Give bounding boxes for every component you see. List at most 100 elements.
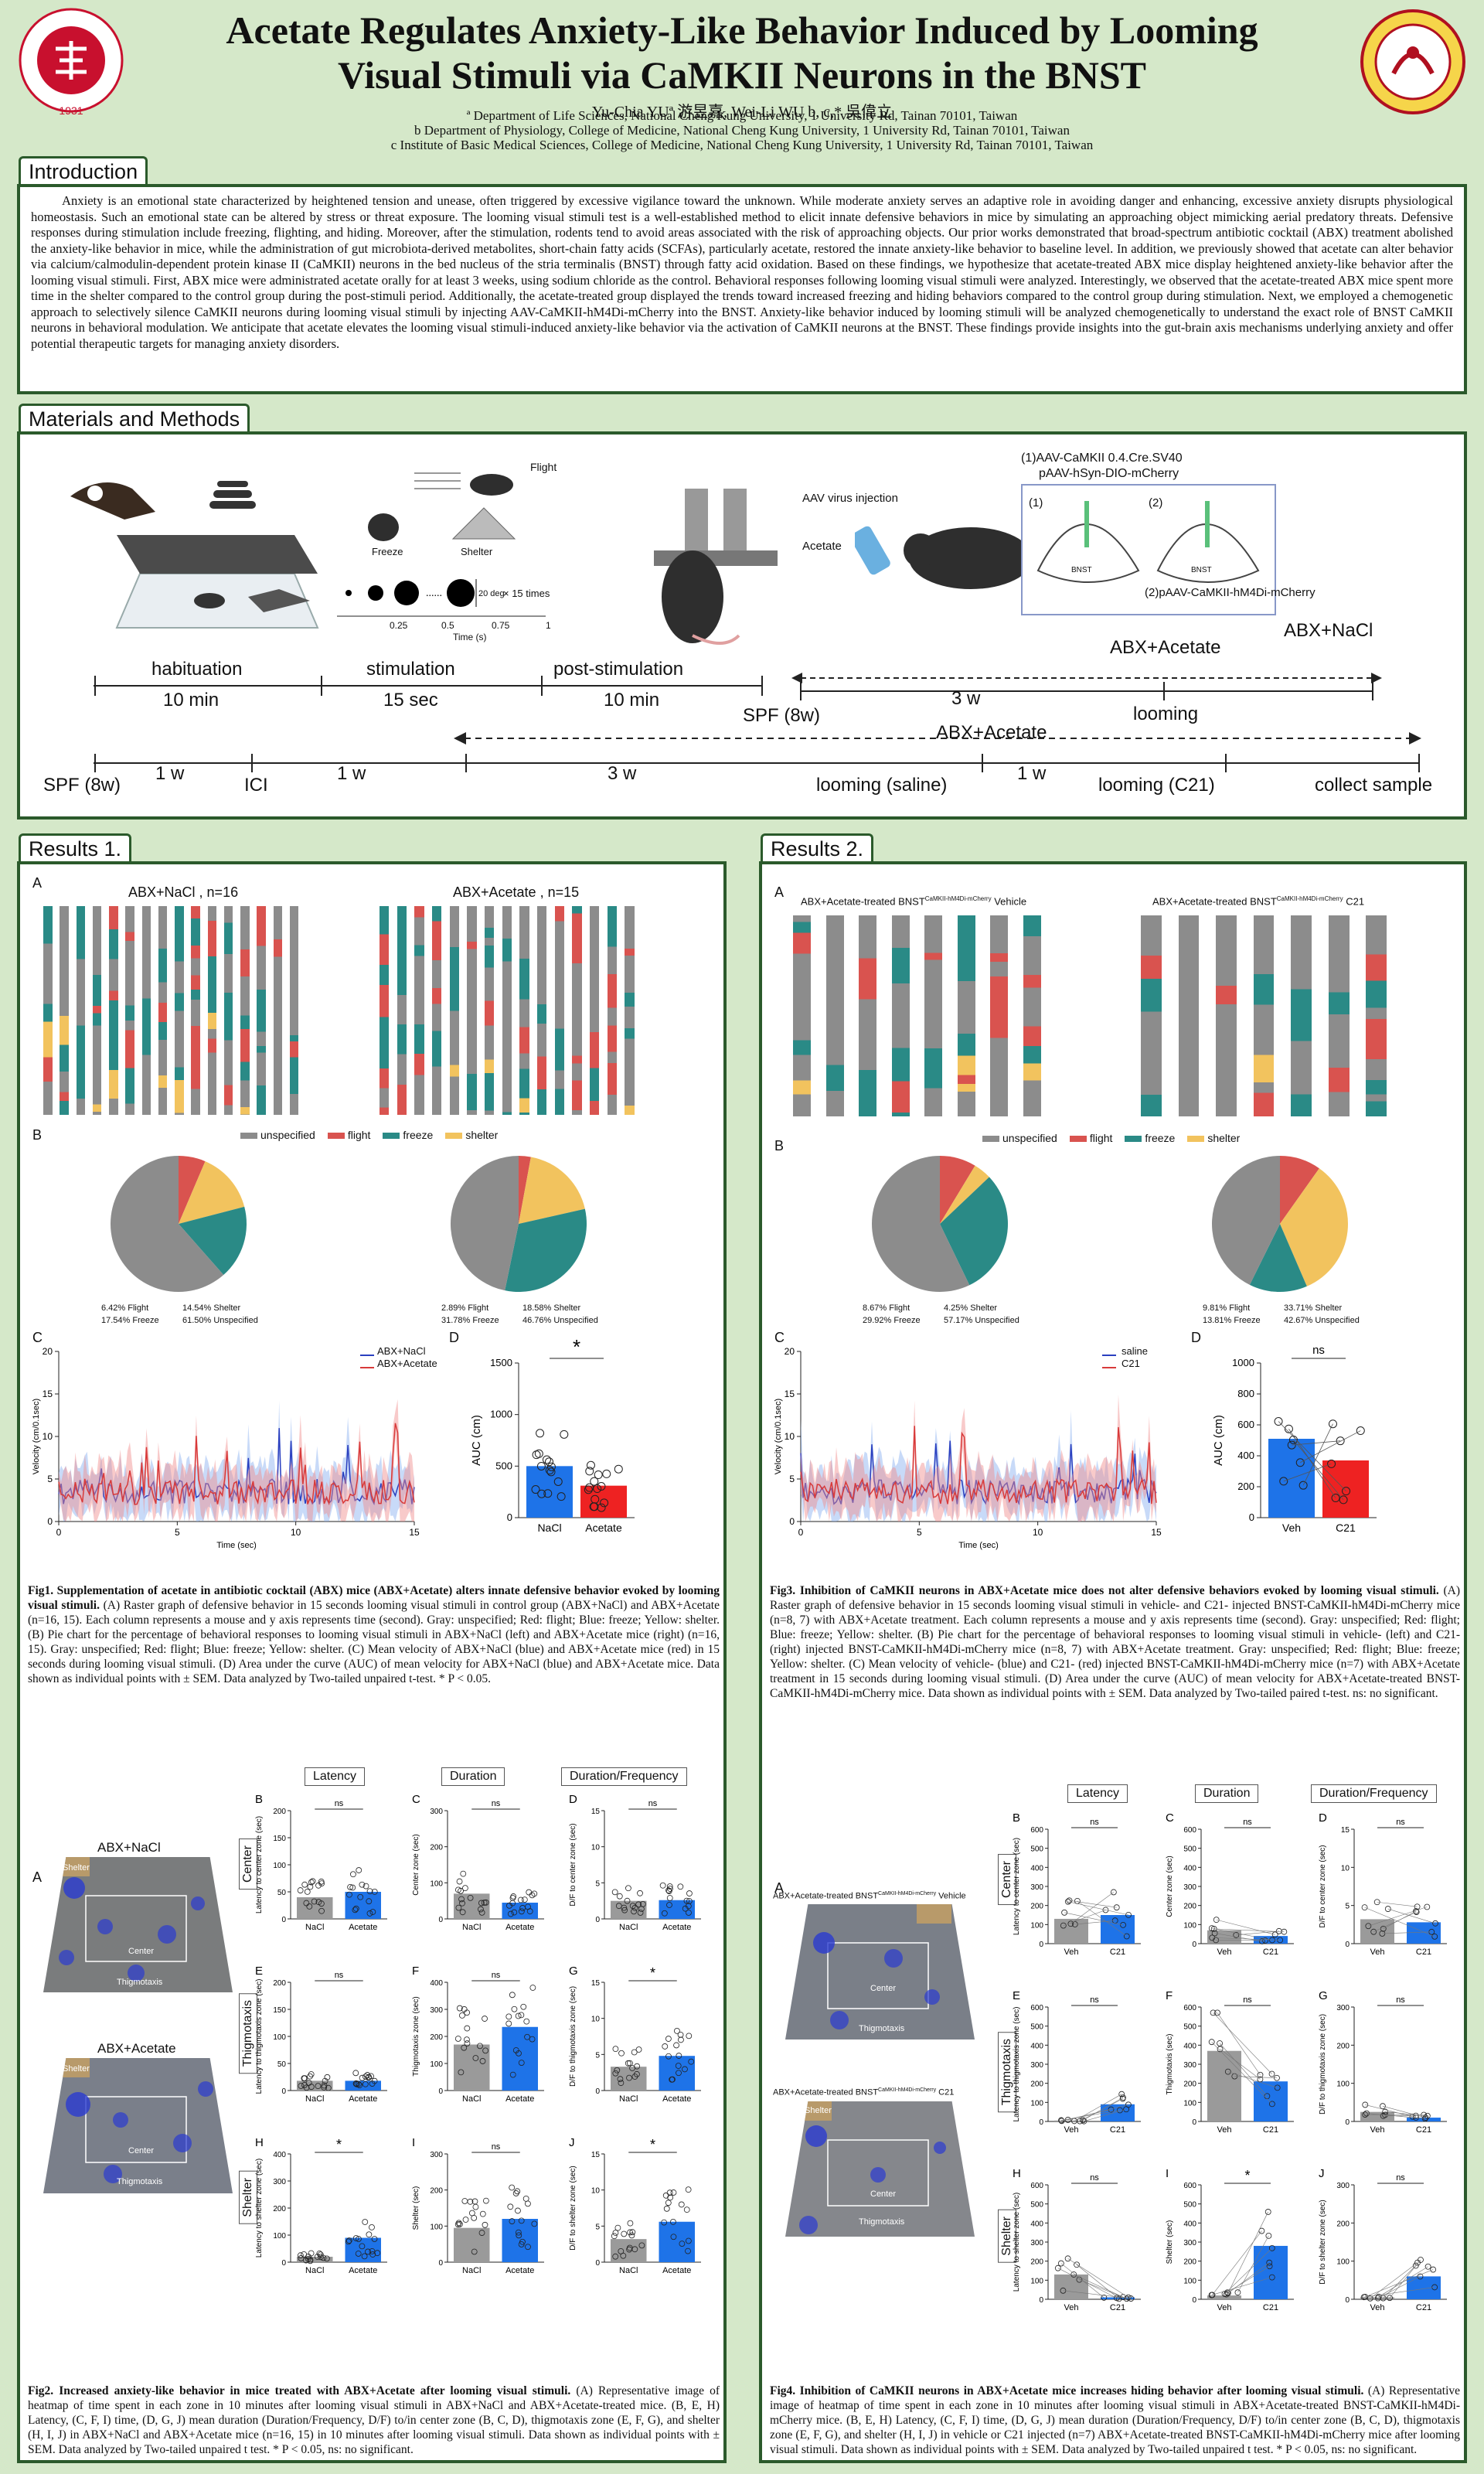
pie-acetate xyxy=(450,1156,587,1292)
data-point xyxy=(666,1895,673,1901)
flight-label: Flight xyxy=(530,461,557,473)
significance-label: * xyxy=(650,1965,655,1981)
vel1-legend2: ABX+Acetate xyxy=(377,1358,437,1369)
significance-label: ns xyxy=(492,1799,501,1808)
data-point xyxy=(634,2070,640,2077)
y-tick-label: 200 xyxy=(1183,2080,1196,2089)
data-point xyxy=(1064,2255,1071,2262)
data-point xyxy=(1266,2263,1273,2270)
pie-slice xyxy=(111,1156,224,1292)
data-point xyxy=(1295,1458,1305,1467)
y-tick-label: 0 xyxy=(595,1916,600,1924)
y-tick-label: 100 xyxy=(273,2033,286,2042)
y-tick-label: 0 xyxy=(789,1516,795,1527)
x-tick-label: C21 xyxy=(1416,2125,1431,2135)
y-tick-label: 0 xyxy=(281,2087,286,2096)
aav-label: AAV virus injection xyxy=(802,492,898,505)
data-point xyxy=(638,1906,645,1913)
fig4-col-latency: Latency xyxy=(1067,1784,1128,1803)
data-point xyxy=(1424,1903,1431,1910)
raster-column xyxy=(76,906,86,1115)
y-tick-label: 400 xyxy=(1030,1864,1043,1873)
pie-slice xyxy=(940,1177,1008,1286)
vel2-legend2: C21 xyxy=(1122,1358,1140,1369)
data-point xyxy=(626,2074,632,2081)
r2-raster-legend: unspecified flight freeze shelter xyxy=(982,1132,1240,1144)
y-tick-label: 1500 xyxy=(490,1357,512,1368)
data-point xyxy=(1208,1925,1215,1932)
pie-slice xyxy=(519,1157,585,1224)
pie1-legend-shelter: 14.54% Shelter xyxy=(182,1303,241,1313)
fig3-caption: Fig3. Inhibition of CaMKII neurons in AB… xyxy=(770,1584,1461,1700)
y-tick-label: 15 xyxy=(1341,1826,1350,1835)
data-point xyxy=(482,2016,488,2022)
data-point xyxy=(353,2080,360,2087)
data-point xyxy=(529,2036,536,2043)
y-tick-label: 100 xyxy=(430,1879,443,1888)
data-point xyxy=(594,1470,603,1480)
data-point xyxy=(316,2250,323,2257)
data-point xyxy=(1128,2295,1135,2302)
data-point xyxy=(525,2200,531,2207)
data-point xyxy=(308,1879,315,1886)
data-point xyxy=(462,2217,469,2223)
x-tick-label: NaCl xyxy=(462,2266,481,2275)
y-tick-label: 200 xyxy=(1183,1903,1196,1911)
raster-column xyxy=(289,906,299,1115)
bar xyxy=(611,1900,647,1919)
data-point xyxy=(659,1882,666,1889)
y-tick-label: 0 xyxy=(1345,2118,1350,2127)
y-tick-label: 100 xyxy=(273,1862,286,1870)
data-point xyxy=(1356,1426,1365,1436)
data-point xyxy=(593,1484,602,1494)
data-point xyxy=(560,1430,569,1439)
x-tick-label: Acetate xyxy=(585,1522,622,1534)
data-point xyxy=(467,1894,474,1901)
data-point xyxy=(359,2074,366,2081)
data-point xyxy=(1211,1930,1218,1937)
y-tick-label: 1000 xyxy=(1232,1357,1254,1368)
data-point xyxy=(600,1498,609,1508)
y-axis-label: Latency to shelter zone (sec) xyxy=(1013,2193,1021,2292)
data-point xyxy=(518,1908,525,1915)
data-point xyxy=(478,1906,484,1913)
data-point xyxy=(456,2005,463,2012)
pie2-legend-shelter: 18.58% Shelter xyxy=(522,1303,581,1313)
y-tick-label: 5 xyxy=(595,2223,600,2231)
data-point xyxy=(1064,1898,1071,1905)
heat1-thig: Thigmotaxis xyxy=(117,1978,163,1987)
three-w-label: 3 w xyxy=(951,688,981,709)
raster-column xyxy=(519,906,529,1115)
y-tick-label: 150 xyxy=(273,1835,286,1843)
data-point xyxy=(309,1878,316,1885)
y-tick-label: 15 xyxy=(591,1808,601,1816)
y-tick-label: 500 xyxy=(1183,2201,1196,2210)
data-point xyxy=(356,2082,363,2089)
auc-plot-1: 0 500 1000 1500 AUC (cm) NaCl Acetate * xyxy=(470,1335,635,1534)
virus1-label: (1)AAV-CaMKII 0.4.Cre.SV40 xyxy=(1021,452,1183,465)
data-point xyxy=(670,2234,677,2241)
mini-bar-chart: H 0 100 200 300 400 500 600 Latency to shelter z… xyxy=(1013,2167,1141,2312)
data-point xyxy=(1284,1424,1293,1433)
raster-column xyxy=(825,915,844,1116)
pie-vehicle xyxy=(872,1156,1008,1292)
looming-saline-label: looming (saline) xyxy=(816,775,948,796)
fig2-col-latency: Latency xyxy=(305,1767,366,1786)
data-point xyxy=(1380,2103,1386,2110)
data-point xyxy=(482,1899,489,1906)
data-point xyxy=(1432,1920,1438,1927)
significance-label: ns xyxy=(335,1799,344,1808)
heat2-title: ABX+Acetate xyxy=(97,2041,176,2056)
data-point xyxy=(1071,1921,1078,1927)
data-point xyxy=(525,2244,531,2251)
y-tick-label: 300 xyxy=(273,2178,286,2186)
data-point xyxy=(318,1907,325,1914)
y-axis-label: Shelter (sec) xyxy=(1166,2220,1174,2264)
mini-bar-chart: E 0 50 100 150 200 Latency to thigmotaxis zone… xyxy=(255,1965,387,2104)
y-tick-label: 100 xyxy=(430,2223,443,2231)
data-point xyxy=(1223,2291,1230,2298)
data-point xyxy=(374,2250,381,2257)
data-point xyxy=(1331,1494,1340,1503)
pie1-legend-flight: 6.42% Flight xyxy=(101,1303,149,1313)
y-axis-label: Latency to shelter zone (sec) xyxy=(255,2159,264,2258)
